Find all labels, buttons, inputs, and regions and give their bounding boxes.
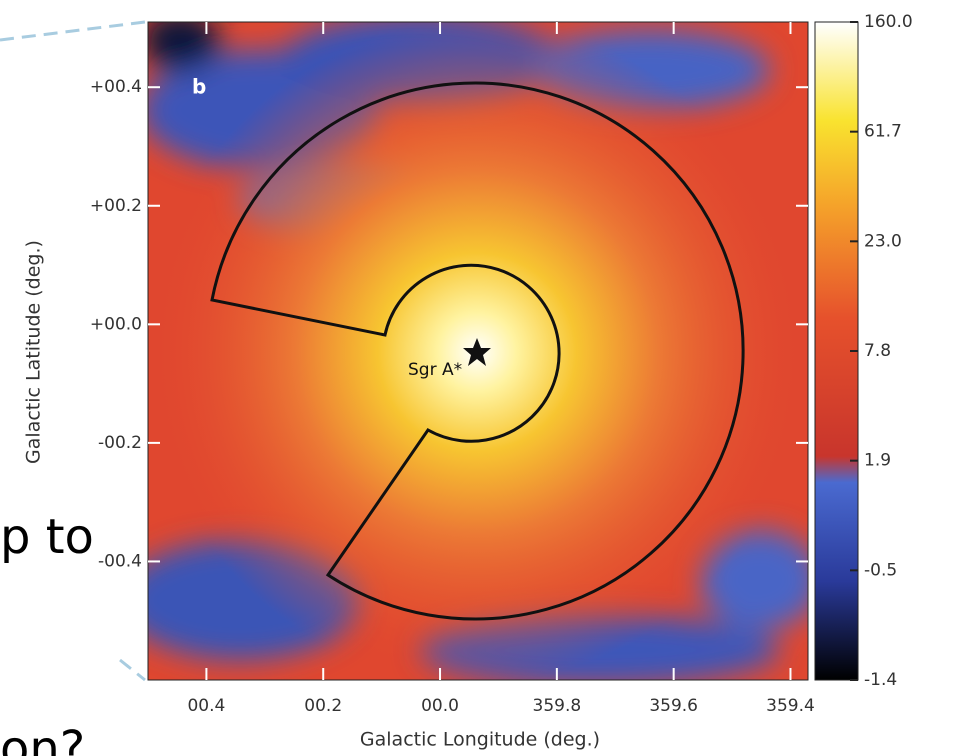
- slide-text: on?: [0, 721, 85, 756]
- sky-map: [148, 22, 808, 680]
- x-tick-label: 359.6: [649, 696, 698, 716]
- colorbar-tick-label: -0.5: [864, 560, 897, 580]
- colorbar-tick-label: 7.8: [864, 341, 891, 361]
- star-marker: [463, 338, 491, 366]
- colorbar-tick-label: 1.9: [864, 451, 891, 471]
- x-axis-title: Galactic Longitude (deg.): [360, 729, 600, 751]
- slide-text: p to: [0, 509, 94, 565]
- x-tick-label: 00.4: [187, 696, 225, 716]
- y-tick-label: +00.2: [90, 196, 142, 216]
- y-tick-label: -00.2: [98, 433, 142, 453]
- x-tick-label: 00.2: [304, 696, 342, 716]
- x-tick-label: 359.8: [533, 696, 582, 716]
- colorbar-tick-label: 23.0: [864, 231, 902, 251]
- annotation: Sgr A*: [408, 360, 462, 380]
- colorbar-tick-label: 160.0: [864, 12, 913, 32]
- region-outline: [210, 81, 745, 621]
- zoom-line: [0, 20, 146, 42]
- y-tick-label: +00.4: [90, 77, 142, 97]
- y-axis-title: Galactic Latitude (deg.): [23, 240, 45, 464]
- zoom-line: [119, 658, 146, 682]
- y-tick-label: +00.0: [90, 314, 142, 334]
- x-tick-label: 00.0: [421, 696, 459, 716]
- plot-frame: [147, 21, 809, 681]
- x-tick-label: 359.4: [766, 696, 815, 716]
- colorbar-tick-label: 61.7: [864, 122, 902, 142]
- panel-label: b: [192, 75, 206, 99]
- y-tick-label: -00.4: [98, 551, 142, 571]
- colorbar-tick-label: -1.4: [864, 670, 897, 690]
